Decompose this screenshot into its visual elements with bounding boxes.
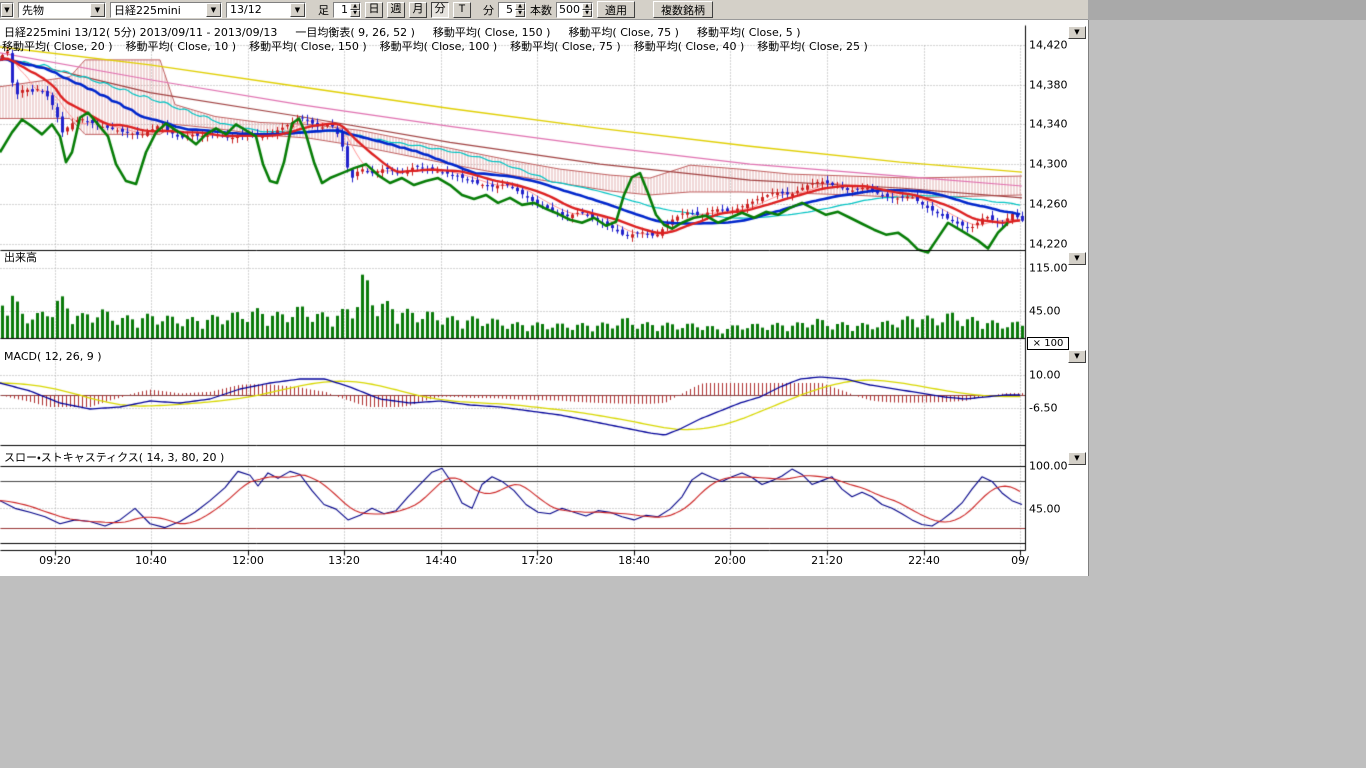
chevron-down-icon: ▼: [206, 2, 221, 17]
volume-panel-title: 出来高: [4, 251, 37, 264]
category-combo[interactable]: 先物 ▼: [18, 1, 106, 18]
chevron-down-icon: ▼: [290, 2, 305, 17]
volume-panel-dropdown-button[interactable]: ▼: [1068, 252, 1086, 265]
bars-value: 500: [559, 3, 580, 16]
time-axis-label: 22:40: [908, 554, 940, 567]
indicator-label-ma75b: 移動平均( Close, 75 ): [510, 40, 621, 53]
indicator-label-ma20: 移動平均( Close, 20 ): [2, 40, 113, 53]
price-panel-dropdown-button[interactable]: ▼: [1068, 26, 1086, 39]
time-axis-label: 14:40: [425, 554, 457, 567]
time-axis-label: 12:00: [232, 554, 264, 567]
spinner-arrows-icon[interactable]: ▲ ▼: [582, 2, 592, 17]
indicator-label-ma25: 移動平均( Close, 25 ): [757, 40, 868, 53]
stoch-tick: 100.00: [1029, 459, 1068, 473]
period-day-button[interactable]: 日: [365, 1, 383, 18]
price-tick: 14,380: [1029, 78, 1068, 92]
indicator-label-ma5: 移動平均( Close, 5 ): [696, 26, 801, 39]
price-chart-canvas: [0, 20, 1088, 576]
multi-symbol-button[interactable]: 複数銘柄: [653, 1, 713, 18]
spinner-arrows-icon[interactable]: ▲ ▼: [350, 2, 360, 17]
bars-label: 本数: [530, 3, 552, 17]
indicator-label-ma10: 移動平均( Close, 10 ): [125, 40, 237, 53]
volume-tick: 45.00: [1029, 304, 1061, 318]
volume-multiplier-badge: × 100: [1027, 337, 1069, 350]
price-tick: 14,340: [1029, 117, 1068, 131]
macd-tick: 10.00: [1029, 368, 1061, 382]
indicator-label-ma100: 移動平均( Close, 100 ): [379, 40, 498, 53]
time-axis-label: 17:20: [521, 554, 553, 567]
symbol-value: 日経225mini: [114, 3, 181, 17]
minute-value: 5: [506, 3, 513, 16]
price-tick: 14,420: [1029, 38, 1068, 52]
stoch-panel-dropdown-button[interactable]: ▼: [1068, 452, 1086, 465]
price-tick: 14,260: [1029, 197, 1068, 211]
hidden-combo[interactable]: ▼: [0, 1, 14, 18]
chart-header-line2: 移動平均( Close, 20 ) 移動平均( Close, 10 ) 移動平均…: [2, 38, 868, 54]
chart-header-line1: 日経225mini 13/12( 5分) 2013/09/11 - 2013/0…: [4, 24, 801, 40]
stoch-panel-title: スロー・ストキャスティクス( 14, 3, 80, 20 ): [4, 451, 225, 464]
window-edge: [1088, 0, 1366, 20]
time-axis-label: 09:20: [39, 554, 71, 567]
minute-label: 分: [483, 3, 494, 17]
time-axis-label: 10:40: [135, 554, 167, 567]
period-tick-button[interactable]: T: [453, 1, 471, 18]
macd-panel-dropdown-button[interactable]: ▼: [1068, 350, 1086, 363]
main-toolbar: ▼ 先物 ▼ 日経225mini ▼ 13/12 ▼ 足 1 ▲ ▼ 日 週 月 …: [0, 0, 1088, 20]
time-axis-label: 21:20: [811, 554, 843, 567]
indicator-label-ma75: 移動平均( Close, 75 ): [568, 26, 679, 39]
minute-spinner[interactable]: 5 ▲ ▼: [498, 1, 526, 18]
indicator-label-ma150: 移動平均( Close, 150 ): [432, 26, 551, 39]
time-axis-label: 20:00: [714, 554, 746, 567]
chevron-down-icon: ▼: [90, 2, 105, 17]
chevron-down-icon: ▼: [1, 2, 13, 17]
time-axis-label: 09/: [1011, 554, 1029, 567]
time-axis-label: 18:40: [618, 554, 650, 567]
macd-panel-title: MACD( 12, 26, 9 ): [4, 350, 102, 363]
category-value: 先物: [22, 3, 44, 17]
spinner-arrows-icon[interactable]: ▲ ▼: [515, 2, 525, 17]
symbol-combo[interactable]: 日経225mini ▼: [110, 1, 222, 18]
period-spinner[interactable]: 1 ▲ ▼: [333, 1, 361, 18]
indicator-label-ma150b: 移動平均( Close, 150 ): [249, 40, 367, 53]
bars-spinner[interactable]: 500 ▲ ▼: [556, 1, 593, 18]
period-minute-button[interactable]: 分: [431, 1, 449, 18]
contract-value: 13/12: [230, 3, 262, 16]
contract-month-combo[interactable]: 13/12 ▼: [226, 1, 306, 18]
stoch-tick: 45.00: [1029, 502, 1061, 516]
chart-area: 日経225mini 13/12( 5分) 2013/09/11 - 2013/0…: [0, 20, 1089, 576]
period-month-button[interactable]: 月: [409, 1, 427, 18]
price-tick: 14,300: [1029, 157, 1068, 171]
apply-button[interactable]: 適用: [597, 1, 635, 18]
macd-tick: -6.50: [1029, 401, 1058, 415]
price-tick: 14,220: [1029, 237, 1068, 251]
time-axis-label: 13:20: [328, 554, 360, 567]
ashi-label: 足: [318, 3, 329, 17]
period-value: 1: [341, 3, 348, 16]
indicator-label-ichimoku: 一目均衡表( 9, 26, 52 ): [295, 26, 415, 39]
period-week-button[interactable]: 週: [387, 1, 405, 18]
indicator-label-ma40: 移動平均( Close, 40 ): [633, 40, 745, 53]
volume-tick: 115.00: [1029, 261, 1068, 275]
chart-title: 日経225mini 13/12( 5分) 2013/09/11 - 2013/0…: [4, 26, 278, 39]
